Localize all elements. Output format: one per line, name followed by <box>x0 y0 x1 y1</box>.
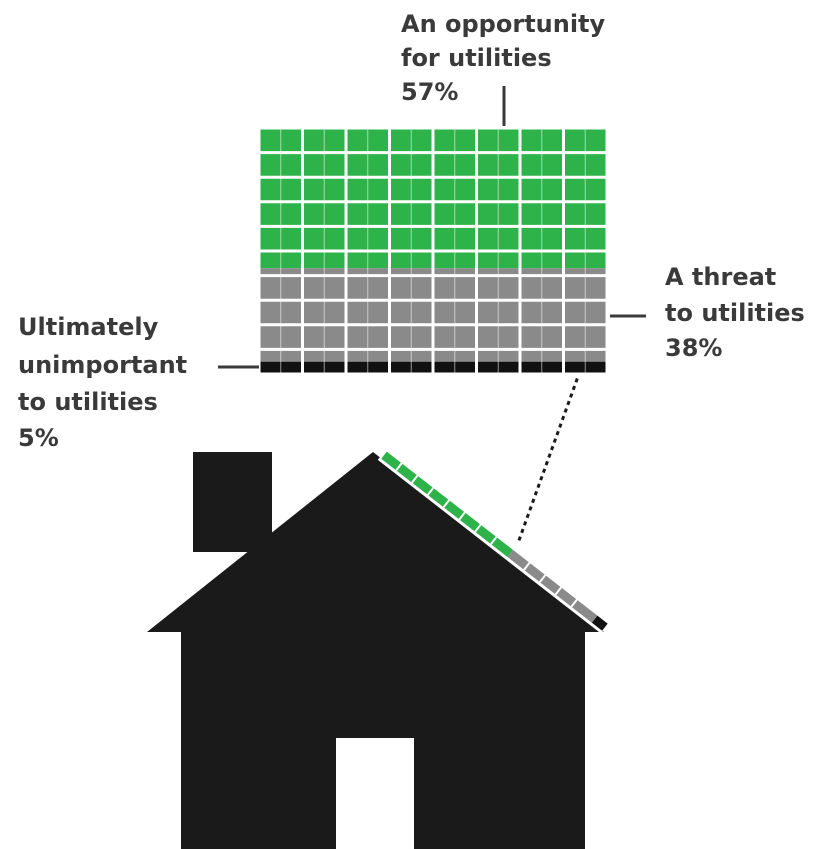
roof-panel-gap <box>395 462 403 471</box>
label-threat: A threat to utilities 38% <box>665 263 805 362</box>
roof-panel-gap <box>442 499 450 508</box>
roof-panel-gap <box>539 574 547 583</box>
roof-panel-gray-part <box>507 549 598 623</box>
roof-panel-gap <box>458 511 466 521</box>
label-threat-line1: A threat <box>665 263 776 291</box>
roof-panel-black-part <box>591 615 608 631</box>
roof-panel-gap <box>490 536 498 545</box>
waffle-panel <box>257 126 609 376</box>
label-threat-line2: to utilities <box>665 299 805 327</box>
label-opportunity-line1: An opportunity <box>401 10 606 38</box>
house-illustration <box>147 452 604 849</box>
roof-panel-gap <box>554 586 562 596</box>
label-threat-value: 38% <box>665 334 722 362</box>
house-roof <box>147 452 604 632</box>
label-opportunity: An opportunity for utilities 57% <box>401 10 606 106</box>
roof-panel-gap <box>426 487 435 496</box>
label-unimportant-line3: to utilities <box>18 388 158 416</box>
roof-panel-gap <box>474 524 482 533</box>
roof-panel <box>377 448 611 634</box>
zoom-connector-line <box>516 370 582 544</box>
house-door <box>336 738 414 849</box>
label-unimportant-value: 5% <box>18 424 59 452</box>
label-unimportant: Ultimately unimportant to utilities 5% <box>18 313 187 452</box>
label-unimportant-line1: Ultimately <box>18 313 159 341</box>
house-chimney <box>193 452 272 552</box>
waffle-border <box>257 126 609 376</box>
roof-panel-gap <box>523 562 531 571</box>
label-unimportant-line2: unimportant <box>18 351 187 379</box>
roof-panel-gap <box>570 599 578 608</box>
roof-panel-gap <box>411 474 419 484</box>
label-opportunity-line2: for utilities <box>401 44 552 72</box>
label-opportunity-value: 57% <box>401 78 458 106</box>
